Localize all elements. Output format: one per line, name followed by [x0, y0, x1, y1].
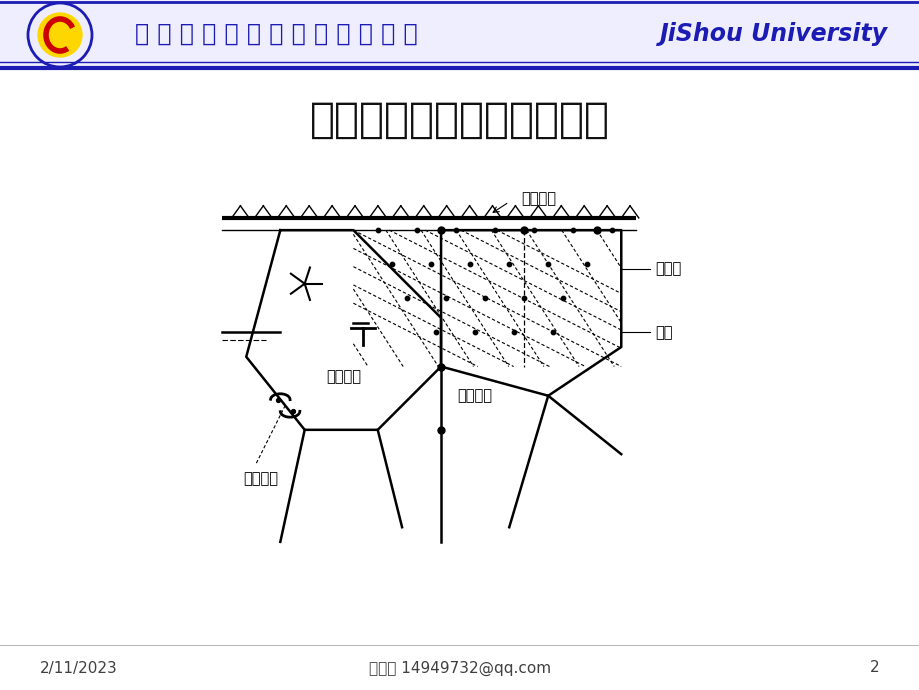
Text: 晶格扩散: 晶格扩散 [326, 368, 361, 384]
Point [555, 293, 570, 304]
Point [285, 406, 300, 417]
Point [477, 293, 492, 304]
Point [433, 424, 448, 435]
Point [384, 259, 399, 270]
Text: 表面扩散: 表面扩散 [520, 191, 555, 206]
Point [564, 225, 579, 236]
Point [545, 327, 560, 338]
Point [589, 225, 604, 236]
Point [579, 259, 594, 270]
Point [433, 361, 448, 372]
Text: 晶界扩散: 晶界扩散 [457, 388, 492, 403]
Text: JiShou University: JiShou University [659, 22, 887, 46]
Point [428, 327, 443, 338]
Text: 2/11/2023: 2/11/2023 [40, 660, 118, 676]
Point [409, 225, 424, 236]
Point [399, 293, 414, 304]
Bar [0, 0, 919, 70]
Text: 刘志勇 14949732@qq.com: 刘志勇 14949732@qq.com [369, 660, 550, 676]
Point [370, 225, 385, 236]
Text: 晶体点阵中的各种扩散途径: 晶体点阵中的各种扩散途径 [310, 99, 609, 141]
Point [526, 225, 540, 236]
Point [270, 394, 285, 405]
Point [604, 225, 618, 236]
Point [438, 293, 453, 304]
Point [502, 259, 516, 270]
Point [540, 259, 555, 270]
Text: 位错扩散: 位错扩散 [244, 471, 278, 486]
Point [467, 327, 482, 338]
Text: 亚晶界: 亚晶界 [654, 262, 681, 277]
Text: 晶界: 晶界 [654, 325, 672, 340]
Circle shape [38, 13, 82, 57]
Point [462, 259, 477, 270]
Point [433, 225, 448, 236]
Point [487, 225, 502, 236]
Point [516, 293, 530, 304]
Text: 2: 2 [869, 660, 879, 676]
Text: 吉 首 大 学 物 理 与 机 电 工 程 学 院: 吉 首 大 学 物 理 与 机 电 工 程 学 院 [135, 22, 434, 46]
Point [424, 259, 438, 270]
Point [448, 225, 462, 236]
Point [516, 225, 530, 236]
Point [506, 327, 521, 338]
